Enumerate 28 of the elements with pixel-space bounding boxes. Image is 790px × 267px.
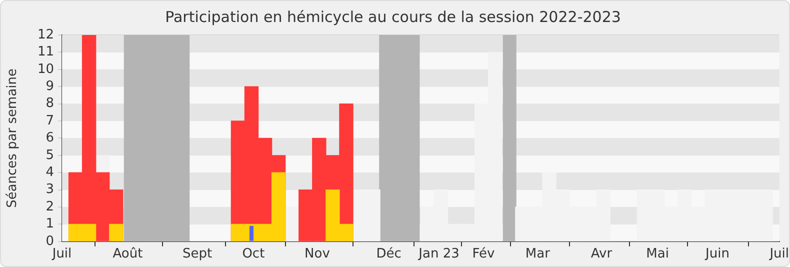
x-tick-label: Avr	[590, 246, 613, 262]
x-tick-label: Déc	[376, 246, 402, 262]
x-tick-label: Jan 23	[418, 246, 460, 262]
y-tick-label: 0	[46, 234, 54, 249]
x-tick-label: Sept	[182, 246, 212, 262]
y-tick-label: 4	[46, 164, 54, 180]
y-tick-label: 1	[46, 216, 54, 232]
x-tick-label: Fév	[472, 246, 496, 262]
y-tick-label: 7	[46, 113, 54, 128]
x-tick-label: Août	[112, 246, 143, 262]
x-tick-label: Mai	[646, 246, 669, 262]
y-tick-label: 6	[46, 130, 54, 146]
y-tick-label: 2	[46, 199, 54, 214]
y-tick-label: 10	[37, 62, 54, 77]
y-tick-label: 5	[46, 148, 54, 163]
x-tick-label: Nov	[304, 246, 330, 262]
y-tick-label: 3	[46, 182, 54, 198]
x-tick-label: Oct	[242, 246, 265, 262]
x-tick-label: Juil	[51, 246, 72, 262]
y-tick-label: 9	[46, 78, 54, 94]
x-tick-label: Juin	[704, 246, 730, 262]
y-tick-label: 8	[46, 96, 54, 112]
y-tick-label: 11	[37, 44, 54, 60]
y-axis-title: Séances par semaine	[5, 68, 20, 208]
chart-title: Participation en hémicycle au cours de la session 2022-2023	[165, 8, 621, 26]
y-tick-label: 12	[37, 27, 54, 42]
x-tick-label: Mar	[525, 246, 551, 262]
x-tick-label: Juil	[768, 246, 789, 262]
